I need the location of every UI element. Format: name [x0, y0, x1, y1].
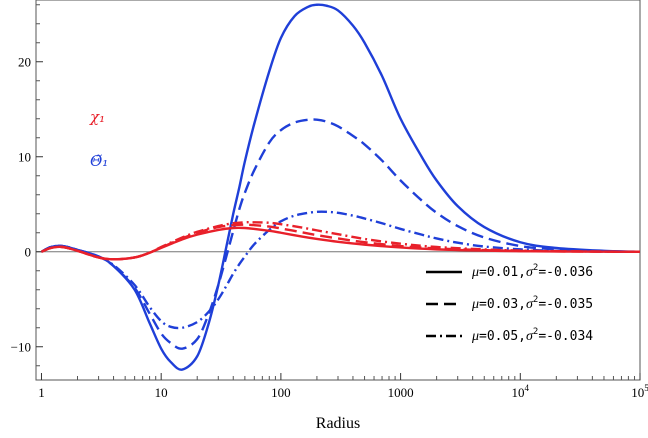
series-layer	[40, 3, 640, 371]
legend-entry-label: μ=0.03,σ2=-0.035	[471, 295, 593, 312]
y-tick-label: 0	[25, 244, 32, 259]
x-tick-label: 105	[631, 383, 648, 400]
y-tick-label: 20	[18, 54, 31, 69]
x-tick-label: 100	[271, 385, 291, 400]
x-axis-title: Radius	[316, 415, 360, 432]
theta-tilde-1-solid-line	[40, 3, 640, 371]
theta-tilde-1-label: Θ̃₁	[90, 152, 108, 170]
x-tick-label: 1000	[388, 385, 414, 400]
x-axis: 1 10 100 1000 104 105	[38, 373, 648, 400]
chi-1-label: χ₁	[89, 108, 105, 126]
legend-entry-label: μ=0.05,σ2=-0.034	[471, 327, 593, 344]
theta-tilde-1-dashdot-line	[40, 210, 640, 330]
chi-1-solid-line	[41, 226, 640, 261]
x-tick-label: 1	[38, 385, 45, 400]
chi-1-dashdot-line	[41, 221, 640, 261]
y-tick-label: −10	[11, 339, 31, 354]
x-tick-label: 10	[155, 385, 168, 400]
y-tick-label: 10	[18, 149, 31, 164]
legend: μ=0.01,σ2=-0.036 μ=0.03,σ2=-0.035 μ=0.05,σ…	[426, 263, 593, 344]
plot-frame	[35, 0, 641, 381]
theta-tilde-1-dashed-line	[40, 118, 640, 350]
legend-entry-label: μ=0.01,σ2=-0.036	[471, 263, 593, 280]
x-tick-label: 104	[512, 383, 530, 400]
y-axis: −10 0 10 20	[11, 4, 43, 367]
